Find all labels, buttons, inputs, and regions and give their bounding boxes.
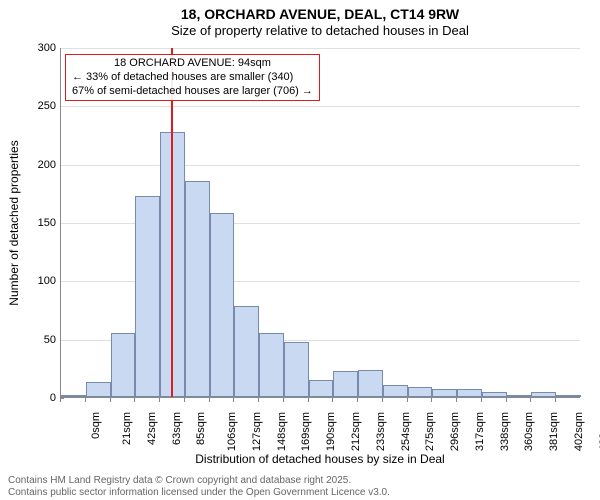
histogram-bar <box>234 306 259 397</box>
x-tick-label: 42sqm <box>146 412 158 445</box>
x-tick-label: 127sqm <box>251 412 263 451</box>
x-tick-mark <box>481 398 482 402</box>
x-tick-label: 338sqm <box>499 412 511 451</box>
x-tick-label: 106sqm <box>226 412 238 451</box>
histogram-bar <box>358 370 383 397</box>
x-tick-mark <box>407 398 408 402</box>
y-tick-label: 0 <box>10 392 56 404</box>
histogram-bar <box>432 389 457 397</box>
x-tick-mark <box>332 398 333 402</box>
x-axis-label: Distribution of detached houses by size … <box>60 452 580 466</box>
x-tick-mark <box>530 398 531 402</box>
chart-title-block: 18, ORCHARD AVENUE, DEAL, CT14 9RW Size … <box>60 6 580 38</box>
y-tick-label: 250 <box>10 100 56 112</box>
x-tick-mark <box>555 398 556 402</box>
footer-line1: Contains HM Land Registry data © Crown c… <box>8 475 390 487</box>
annotation-box: 18 ORCHARD AVENUE: 94sqm ← 33% of detach… <box>65 54 320 101</box>
x-tick-mark <box>134 398 135 402</box>
annotation-line3: 67% of semi-detached houses are larger (… <box>72 85 313 99</box>
x-tick-mark <box>283 398 284 402</box>
x-tick-mark <box>209 398 210 402</box>
x-tick-label: 21sqm <box>121 412 133 445</box>
footer-attribution: Contains HM Land Registry data © Crown c… <box>8 475 390 499</box>
chart-container: 18, ORCHARD AVENUE, DEAL, CT14 9RW Size … <box>0 0 600 500</box>
histogram-bar <box>309 380 334 398</box>
annotation-line1: 18 ORCHARD AVENUE: 94sqm <box>72 57 313 71</box>
histogram-bar <box>86 382 111 397</box>
footer-line2: Contains public sector information licen… <box>8 487 390 499</box>
x-tick-label: 169sqm <box>301 412 313 451</box>
x-tick-mark <box>159 398 160 402</box>
x-tick-mark <box>382 398 383 402</box>
x-tick-label: 254sqm <box>400 412 412 451</box>
x-tick-mark <box>506 398 507 402</box>
histogram-bar <box>259 333 284 397</box>
histogram-bar <box>408 387 433 398</box>
histogram-bar <box>61 395 86 397</box>
x-axis-ticks: 0sqm 21sqm 42sqm 63sqm 85sqm 106sqm 127sqm 148s… <box>60 398 580 458</box>
y-axis-label: Number of detached properties <box>7 140 21 305</box>
histogram-bar <box>383 385 408 397</box>
x-tick-label: 190sqm <box>325 412 337 451</box>
histogram-bar <box>457 389 482 397</box>
x-tick-label: 85sqm <box>195 412 207 445</box>
x-tick-mark <box>431 398 432 402</box>
histogram-bar <box>284 342 309 397</box>
x-tick-label: 360sqm <box>523 412 535 451</box>
x-tick-label: 63sqm <box>171 412 183 445</box>
x-tick-mark <box>110 398 111 402</box>
plot-area: 18 ORCHARD AVENUE: 94sqm ← 33% of detach… <box>60 48 580 398</box>
chart-subtitle: Size of property relative to detached ho… <box>60 23 580 38</box>
annotation-line2: ← 33% of detached houses are smaller (34… <box>72 71 313 85</box>
x-tick-label: 233sqm <box>375 412 387 451</box>
x-tick-mark <box>85 398 86 402</box>
x-tick-mark <box>308 398 309 402</box>
x-tick-label: 275sqm <box>424 412 436 451</box>
chart-title: 18, ORCHARD AVENUE, DEAL, CT14 9RW <box>60 6 580 22</box>
histogram-bar <box>507 395 532 397</box>
x-tick-label: 296sqm <box>449 412 461 451</box>
x-tick-label: 212sqm <box>350 412 362 451</box>
histogram-bar <box>210 213 235 397</box>
x-tick-label: 0sqm <box>90 412 102 439</box>
x-tick-mark <box>258 398 259 402</box>
histogram-bar <box>482 392 507 397</box>
x-tick-mark <box>233 398 234 402</box>
y-tick-label: 300 <box>10 42 56 54</box>
y-tick-label: 50 <box>10 334 56 346</box>
x-tick-mark <box>60 398 61 402</box>
x-tick-label: 148sqm <box>276 412 288 451</box>
x-tick-label: 402sqm <box>573 412 585 451</box>
histogram-bar <box>135 196 160 397</box>
x-tick-label: 381sqm <box>548 412 560 451</box>
histogram-bar <box>185 181 210 397</box>
x-tick-label: 317sqm <box>474 412 486 451</box>
x-tick-mark <box>184 398 185 402</box>
x-tick-mark <box>357 398 358 402</box>
histogram-bar <box>556 395 581 397</box>
histogram-bar <box>111 333 136 397</box>
histogram-bar <box>531 392 556 397</box>
x-tick-mark <box>456 398 457 402</box>
histogram-bar <box>333 371 358 397</box>
